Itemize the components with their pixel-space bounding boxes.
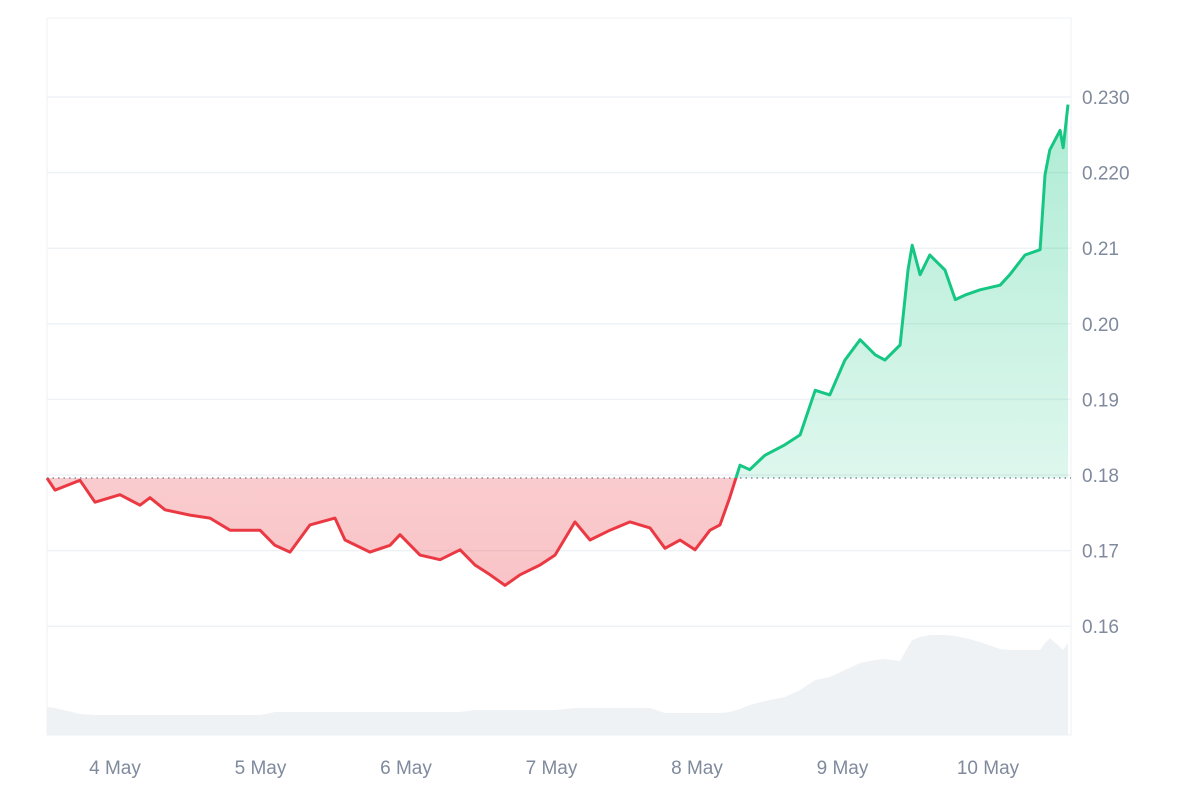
area-above-baseline	[46, 104, 1069, 479]
y-tick-label: 0.220	[1082, 164, 1130, 185]
y-tick-label: 0.20	[1082, 315, 1119, 336]
x-tick-label: 4 May	[89, 758, 141, 779]
x-tick-label: 5 May	[235, 758, 287, 779]
price-line-down	[45, 478, 738, 587]
y-tick-label: 0.17	[1082, 542, 1119, 563]
x-tick-label: 10 May	[957, 758, 1020, 779]
x-tick-label: 9 May	[817, 758, 869, 779]
volume-area	[46, 635, 1069, 735]
y-tick-label: 0.21	[1082, 239, 1119, 260]
y-tick-label: 0.230	[1082, 88, 1130, 109]
y-tick-label: 0.18	[1082, 466, 1119, 487]
x-tick-label: 8 May	[671, 758, 723, 779]
y-axis-ticks: 0.230 0.220 0.21 0.20 0.19 0.18 0.17 0.16	[1082, 88, 1130, 638]
x-tick-label: 7 May	[526, 758, 578, 779]
y-tick-label: 0.16	[1082, 617, 1119, 638]
x-tick-label: 6 May	[380, 758, 432, 779]
area-below-baseline	[46, 478, 1069, 586]
x-axis-ticks: 4 May 5 May 6 May 7 May 8 May 9 May 10 May	[89, 758, 1020, 779]
y-tick-label: 0.19	[1082, 390, 1119, 411]
price-line-up	[46, 104, 1070, 479]
